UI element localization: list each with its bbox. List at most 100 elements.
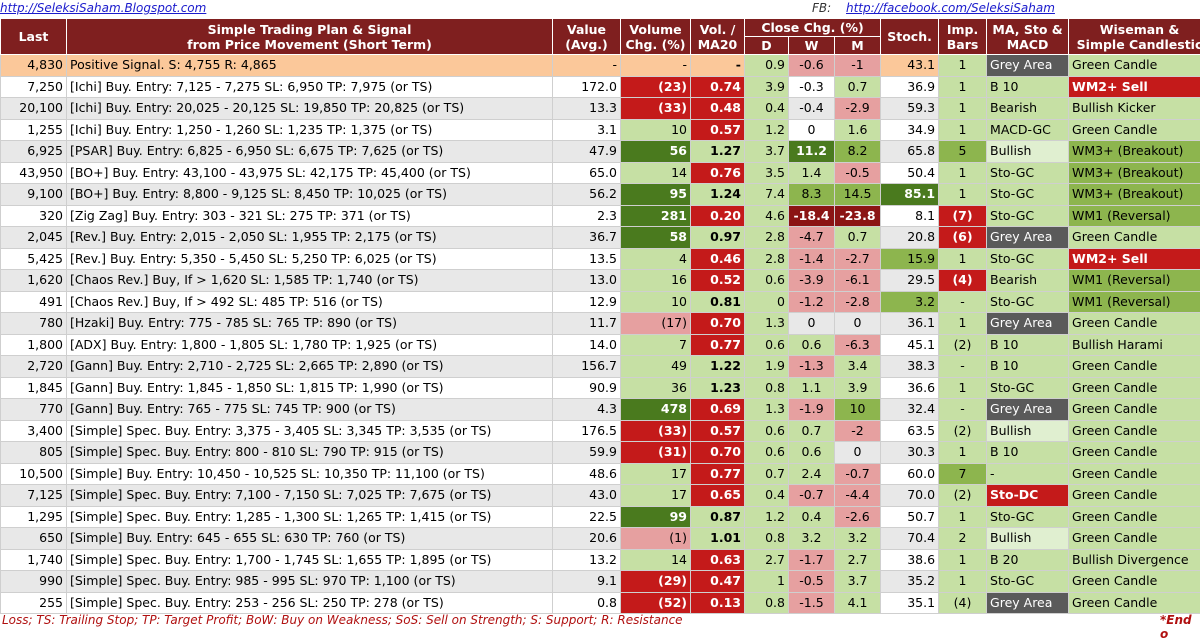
cell-close-m: 3.9	[835, 377, 881, 399]
cell-plan: [Simple] Spec. Buy. Entry: 7,100 - 7,150…	[67, 485, 553, 507]
cell-last: 2,720	[1, 356, 67, 378]
cell-ma-sto-macd: Sto-GC	[987, 571, 1069, 593]
fb-label: FB:	[812, 1, 831, 15]
cell-ma-sto-macd: -	[987, 463, 1069, 485]
cell-value: 65.0	[553, 162, 621, 184]
cell-close-w: -0.4	[789, 98, 835, 120]
cell-value: 156.7	[553, 356, 621, 378]
cell-wiseman: WM3+ (Breakout)	[1069, 162, 1200, 184]
cell-last: 1,740	[1, 549, 67, 571]
cell-imp-bars: 5	[939, 141, 987, 163]
table-row: 780[Hzaki] Buy. Entry: 775 - 785 SL: 765…	[1, 313, 1200, 335]
cell-imp-bars: 1	[939, 442, 987, 464]
cell-vol-ma20: 1.01	[691, 528, 745, 550]
cell-wiseman: Green Candle	[1069, 571, 1200, 593]
cell-value: 172.0	[553, 76, 621, 98]
cell-volume-chg: 17	[621, 485, 691, 507]
cell-last: 1,620	[1, 270, 67, 292]
cell-volume-chg: 36	[621, 377, 691, 399]
cell-last: 7,125	[1, 485, 67, 507]
cell-close-m: 0.7	[835, 76, 881, 98]
col-w: W	[789, 37, 835, 55]
legend-text: Loss; TS: Trailing Stop; TP: Target Prof…	[2, 613, 683, 627]
cell-plan: [Rev.] Buy. Entry: 2,015 - 2,050 SL: 1,9…	[67, 227, 553, 249]
cell-wiseman: Green Candle	[1069, 528, 1200, 550]
cell-volume-chg: 4	[621, 248, 691, 270]
cell-vol-ma20: 0.63	[691, 549, 745, 571]
cell-stoch: 59.3	[881, 98, 939, 120]
cell-wiseman: Green Candle	[1069, 377, 1200, 399]
cell-volume-chg: 7	[621, 334, 691, 356]
cell-imp-bars: 1	[939, 506, 987, 528]
cell-value: 13.2	[553, 549, 621, 571]
cell-ma-sto-macd: B 10	[987, 334, 1069, 356]
cell-vol-ma20: 0.69	[691, 399, 745, 421]
cell-value: 59.9	[553, 442, 621, 464]
cell-vol-ma20: 0.74	[691, 76, 745, 98]
cell-close-d: 7.4	[745, 184, 789, 206]
cell-imp-bars: 1	[939, 571, 987, 593]
cell-close-w: 1.1	[789, 377, 835, 399]
cell-close-d: 0.4	[745, 485, 789, 507]
cell-imp-bars: 2	[939, 528, 987, 550]
cell-imp-bars: 1	[939, 549, 987, 571]
cell-volume-chg: 95	[621, 184, 691, 206]
cell-volume-chg: (33)	[621, 98, 691, 120]
cell-vol-ma20: 0.48	[691, 98, 745, 120]
table-row: 320[Zig Zag] Buy. Entry: 303 - 321 SL: 2…	[1, 205, 1200, 227]
cell-plan: [Chaos Rev.] Buy, If > 492 SL: 485 TP: 5…	[67, 291, 553, 313]
cell-ma-sto-macd: B 10	[987, 442, 1069, 464]
cell-volume-chg: 16	[621, 270, 691, 292]
table-row: 9,100[BO+] Buy. Entry: 8,800 - 9,125 SL:…	[1, 184, 1200, 206]
cell-stoch: 34.9	[881, 119, 939, 141]
cell-close-m: 3.2	[835, 528, 881, 550]
blog-link[interactable]: http://SeleksiSaham.Blogspot.com	[0, 1, 206, 15]
table-row: 2,045[Rev.] Buy. Entry: 2,015 - 2,050 SL…	[1, 227, 1200, 249]
table-row: 1,740[Simple] Spec. Buy. Entry: 1,700 - …	[1, 549, 1200, 571]
cell-wiseman: Green Candle	[1069, 442, 1200, 464]
cell-close-m: -0.7	[835, 463, 881, 485]
cell-imp-bars: (4)	[939, 270, 987, 292]
cell-vol-ma20: 1.27	[691, 141, 745, 163]
col-last: Last	[1, 19, 67, 55]
table-row: 1,800[ADX] Buy. Entry: 1,800 - 1,805 SL:…	[1, 334, 1200, 356]
cell-stoch: 29.5	[881, 270, 939, 292]
cell-plan: [Gann] Buy. Entry: 765 - 775 SL: 745 TP:…	[67, 399, 553, 421]
cell-plan: [Simple] Spec. Buy. Entry: 800 - 810 SL:…	[67, 442, 553, 464]
cell-vol-ma20: 0.57	[691, 420, 745, 442]
table-row: 2,720[Gann] Buy. Entry: 2,710 - 2,725 SL…	[1, 356, 1200, 378]
cell-ma-sto-macd: Bearish	[987, 270, 1069, 292]
cell-imp-bars: (7)	[939, 205, 987, 227]
cell-volume-chg: 478	[621, 399, 691, 421]
cell-value: 90.9	[553, 377, 621, 399]
cell-imp-bars: (6)	[939, 227, 987, 249]
cell-volume-chg: (1)	[621, 528, 691, 550]
cell-value: 56.2	[553, 184, 621, 206]
cell-wiseman: Green Candle	[1069, 506, 1200, 528]
table-row: 43,950[BO+] Buy. Entry: 43,100 - 43,975 …	[1, 162, 1200, 184]
cell-imp-bars: -	[939, 399, 987, 421]
cell-close-d: 0.6	[745, 270, 789, 292]
cell-volume-chg: (29)	[621, 571, 691, 593]
cell-volume-chg: 17	[621, 463, 691, 485]
footer-legend: Loss; TS: Trailing Stop; TP: Target Prof…	[0, 612, 1200, 630]
cell-close-w: -18.4	[789, 205, 835, 227]
cell-close-d: 0.6	[745, 420, 789, 442]
cell-stoch: 36.6	[881, 377, 939, 399]
cell-vol-ma20: 0.81	[691, 291, 745, 313]
cell-close-d: 0.8	[745, 377, 789, 399]
cell-wiseman: Green Candle	[1069, 313, 1200, 335]
col-imp-bars: Imp.Bars	[939, 19, 987, 55]
cell-value: 4.3	[553, 399, 621, 421]
cell-last: 770	[1, 399, 67, 421]
cell-ma-sto-macd: B 10	[987, 76, 1069, 98]
cell-last: 491	[1, 291, 67, 313]
cell-wiseman: Green Candle	[1069, 119, 1200, 141]
cell-close-m: 0	[835, 442, 881, 464]
cell-close-m: 3.7	[835, 571, 881, 593]
cell-last: 20,100	[1, 98, 67, 120]
facebook-link[interactable]: http://facebook.com/SeleksiSaham	[846, 1, 1055, 15]
cell-value: 22.5	[553, 506, 621, 528]
